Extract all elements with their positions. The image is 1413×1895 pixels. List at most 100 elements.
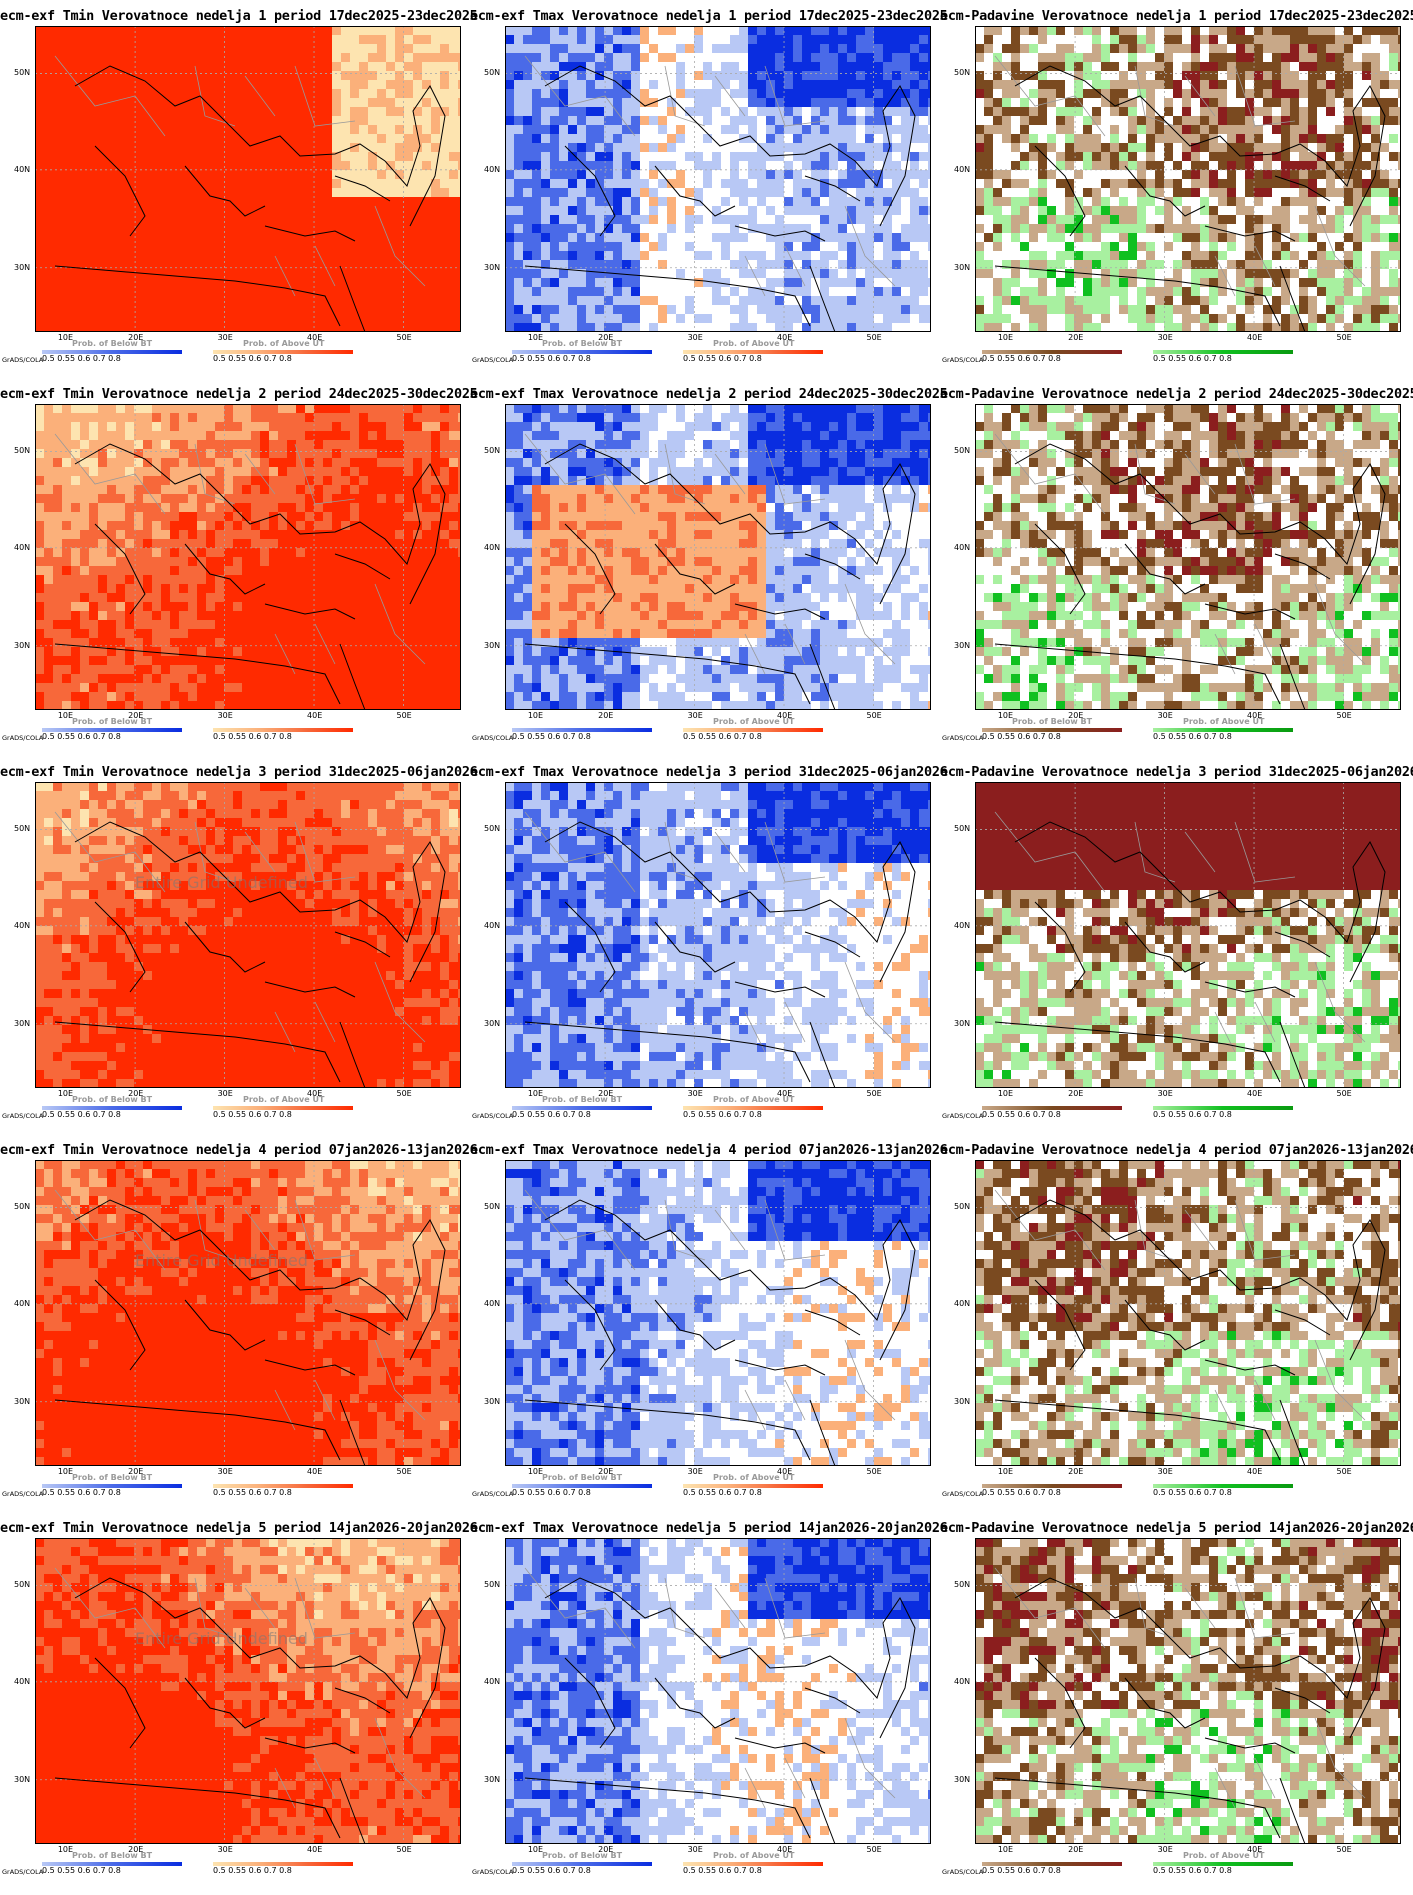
grid-cell: [341, 143, 350, 152]
grid-cell: [1335, 35, 1344, 44]
grid-cell: [125, 188, 134, 197]
grid-cell: [1209, 80, 1218, 89]
grid-cell: [1308, 287, 1317, 296]
grid-cell: [1164, 287, 1173, 296]
grid-cell: [694, 188, 703, 197]
grid-cell: [98, 224, 107, 233]
grid-cell: [1263, 260, 1272, 269]
grid-cell: [865, 53, 874, 62]
grid-cell: [422, 44, 431, 53]
grid-cell: [883, 260, 892, 269]
grid-cell: [658, 143, 667, 152]
grid-cell: [1011, 71, 1020, 80]
grid-cell: [1317, 143, 1326, 152]
grid-cell: [1011, 53, 1020, 62]
grid-cell: [242, 188, 251, 197]
grid-cell: [550, 323, 559, 332]
grid-cell: [1290, 26, 1299, 35]
grid-cell: [975, 161, 984, 170]
grid-cell: [386, 233, 395, 242]
grid-cell: [89, 80, 98, 89]
grid-cell: [1155, 35, 1164, 44]
grid-cell: [1128, 314, 1137, 323]
grid-cell: [1038, 197, 1047, 206]
grid-cell: [1002, 161, 1011, 170]
grid-cell: [206, 224, 215, 233]
grid-cell: [1344, 152, 1353, 161]
grid-cell: [296, 206, 305, 215]
grid-cell: [341, 134, 350, 143]
grid-cell: [1281, 152, 1290, 161]
grid-cell: [1191, 44, 1200, 53]
grid-cell: [820, 143, 829, 152]
grid-cell: [541, 287, 550, 296]
grid-cell: [667, 296, 676, 305]
grid-cell: [1353, 314, 1362, 323]
grid-cell: [883, 296, 892, 305]
grid-cell: [721, 89, 730, 98]
grid-cell: [559, 170, 568, 179]
grid-cell: [559, 89, 568, 98]
grid-cell: [748, 125, 757, 134]
grid-cell: [1092, 278, 1101, 287]
grid-cell: [1110, 161, 1119, 170]
grid-cell: [386, 197, 395, 206]
grid-cell: [975, 107, 984, 116]
grid-cell: [1353, 35, 1362, 44]
grid-cell: [1299, 98, 1308, 107]
grid-cell: [928, 80, 931, 89]
grid-cell: [1110, 35, 1119, 44]
grid-cell: [1128, 80, 1137, 89]
grid-cell: [559, 197, 568, 206]
grid-cell: [586, 98, 595, 107]
grid-cell: [613, 62, 622, 71]
grid-cell: [314, 125, 323, 134]
grid-cell: [1029, 179, 1038, 188]
grid-cell: [368, 278, 377, 287]
grid-cell: [766, 296, 775, 305]
grid-cell: [649, 197, 658, 206]
grid-cell: [1254, 143, 1263, 152]
grid-cell: [35, 269, 44, 278]
grid-cell: [505, 179, 514, 188]
grid-cell: [1182, 233, 1191, 242]
grid-cell: [386, 287, 395, 296]
grid-cell: [1110, 260, 1119, 269]
grid-cell: [1047, 278, 1056, 287]
grid-cell: [712, 197, 721, 206]
grid-cell: [233, 323, 242, 332]
grid-cell: [541, 206, 550, 215]
grid-cell: [206, 143, 215, 152]
grid-cell: [206, 44, 215, 53]
grid-cell: [332, 62, 341, 71]
grid-cell: [314, 89, 323, 98]
grid-cell: [1218, 314, 1227, 323]
grid-cell: [377, 98, 386, 107]
grid-cell: [649, 116, 658, 125]
grid-cell: [386, 116, 395, 125]
longitude-label: 30E: [218, 333, 233, 342]
grid-cell: [892, 26, 901, 35]
grid-cell: [1245, 233, 1254, 242]
grid-cell: [260, 224, 269, 233]
grid-cell: [984, 305, 993, 314]
grid-cell: [71, 98, 80, 107]
grid-cell: [1191, 71, 1200, 80]
grid-cell: [865, 80, 874, 89]
grid-cell: [1353, 80, 1362, 89]
grid-cell: [134, 80, 143, 89]
grid-cell: [242, 107, 251, 116]
grid-cell: [1371, 98, 1380, 107]
grid-cell: [694, 26, 703, 35]
grid-cell: [1344, 98, 1353, 107]
grid-cell: [1344, 170, 1353, 179]
grid-cell: [1191, 80, 1200, 89]
grid-cell: [532, 278, 541, 287]
grid-cell: [98, 116, 107, 125]
grid-cell: [152, 179, 161, 188]
grid-cell: [505, 62, 514, 71]
grid-cell: [386, 278, 395, 287]
grid-cell: [1263, 197, 1272, 206]
grid-cell: [89, 197, 98, 206]
grid-cell: [80, 35, 89, 44]
